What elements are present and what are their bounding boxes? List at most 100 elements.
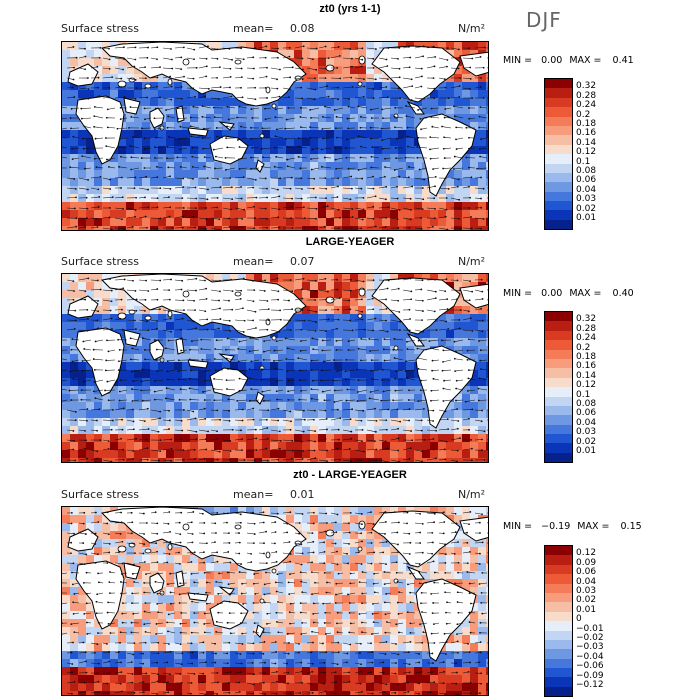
arrow-head — [422, 310, 424, 312]
arrow-head — [385, 185, 388, 188]
stress-cell — [342, 290, 351, 299]
wind-stress-arrow — [453, 167, 464, 170]
wind-stress-arrow — [174, 216, 184, 219]
stress-cell — [134, 354, 143, 363]
arrow-head — [468, 166, 470, 169]
wind-stress-arrow — [420, 117, 428, 120]
wind-stress-arrow — [138, 279, 147, 281]
stress-cell — [214, 442, 223, 451]
wind-stress-arrow — [156, 166, 164, 169]
stress-cell — [126, 186, 135, 195]
arrow-head — [230, 278, 232, 281]
arrow-head — [155, 165, 158, 168]
arrow-head — [423, 178, 426, 181]
wind-stress-arrow — [66, 279, 74, 282]
stress-cell — [102, 50, 111, 59]
stress-cell — [446, 194, 455, 203]
stress-cell — [230, 106, 239, 115]
stress-cell — [78, 50, 87, 59]
wind-stress-arrow — [138, 309, 145, 312]
arrow-head — [240, 86, 242, 89]
arrow-head — [238, 146, 241, 148]
stress-cell — [206, 322, 215, 331]
stress-cell — [478, 386, 487, 395]
wind-stress-arrow — [372, 378, 380, 381]
wind-stress-arrow — [426, 207, 436, 210]
arrow-head — [372, 308, 375, 311]
wind-stress-arrow — [442, 369, 452, 372]
arrow-head — [84, 55, 87, 58]
arrow-head — [279, 68, 281, 71]
stress-cell — [374, 362, 383, 371]
stress-cell — [134, 226, 143, 230]
wind-stress-arrow — [390, 207, 400, 211]
arrow-head — [320, 369, 323, 372]
stress-cell — [382, 162, 391, 171]
arrow-head — [120, 298, 123, 301]
stress-cell — [270, 210, 279, 219]
stress-cell — [438, 450, 447, 459]
arrow-head — [478, 115, 481, 118]
stress-cell — [310, 138, 319, 147]
arrow-head — [106, 339, 108, 342]
arrow-head — [178, 138, 181, 141]
arrow-head — [231, 308, 234, 311]
stress-cell — [62, 338, 71, 347]
arrow-head — [97, 327, 100, 330]
stress-cell — [62, 450, 71, 459]
stress-cell — [270, 402, 279, 411]
arrow-head — [410, 290, 413, 293]
arrow-head — [274, 135, 277, 138]
stress-cell — [414, 154, 423, 163]
wind-stress-arrow — [402, 97, 412, 101]
arrow-head — [74, 319, 77, 322]
stress-cell — [342, 426, 351, 435]
stress-cell — [350, 210, 359, 219]
stress-cell — [198, 226, 207, 230]
stress-cell — [158, 394, 167, 403]
stress-cell — [62, 298, 71, 307]
stress-cell — [406, 450, 415, 459]
arrow-head — [363, 328, 366, 331]
stress-cell — [326, 218, 335, 227]
arrow-head — [444, 86, 447, 89]
arrow-head — [84, 290, 87, 293]
arrow-head — [212, 387, 215, 390]
wind-stress-arrow — [414, 197, 424, 200]
stress-cell — [158, 442, 167, 451]
stress-cell — [94, 426, 103, 435]
stress-cell — [190, 322, 199, 331]
stress-cell — [390, 138, 399, 147]
stress-cell — [414, 410, 423, 419]
stress-cell — [70, 282, 79, 291]
stress-cell — [406, 146, 415, 155]
wind-stress-arrow — [240, 126, 248, 129]
stress-cell — [350, 394, 359, 403]
arrow-head — [70, 127, 72, 130]
stress-cell — [70, 226, 79, 230]
colorbar-swatch — [545, 135, 572, 145]
stress-cell — [110, 410, 119, 419]
arrow-head — [227, 368, 229, 370]
arrow-head — [118, 390, 121, 393]
stress-cell — [342, 218, 351, 227]
arrow-head — [362, 288, 365, 290]
stress-cell — [190, 394, 199, 403]
stress-cell — [70, 106, 79, 115]
arrow-head — [286, 145, 289, 148]
stress-cell — [454, 394, 463, 403]
stress-cell — [342, 178, 351, 187]
stress-cell — [158, 162, 167, 171]
stress-cell — [174, 362, 183, 371]
arrow-head — [442, 387, 445, 390]
arrow-head — [359, 126, 362, 129]
stress-cell — [206, 194, 215, 203]
stress-cell — [318, 202, 327, 211]
stress-cell — [262, 362, 271, 371]
stress-cell — [86, 202, 95, 211]
stress-cell — [182, 402, 191, 411]
arrow-head — [218, 229, 221, 230]
stress-cell — [350, 106, 359, 115]
wind-stress-arrow — [270, 207, 280, 210]
wind-stress-arrow — [162, 176, 171, 179]
